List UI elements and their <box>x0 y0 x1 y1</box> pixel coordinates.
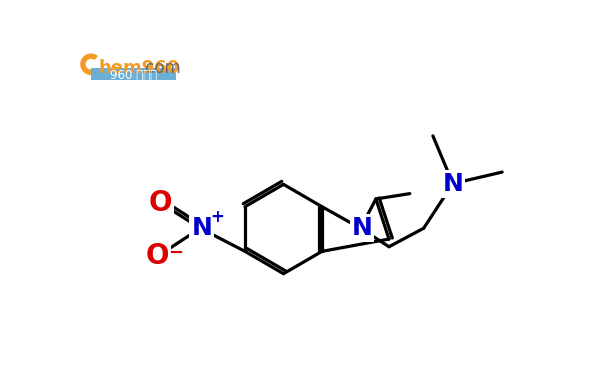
Text: +: + <box>211 208 224 226</box>
Text: .com: .com <box>140 59 181 77</box>
Text: −: − <box>168 243 183 261</box>
FancyBboxPatch shape <box>91 68 175 80</box>
Text: O: O <box>149 189 172 217</box>
Text: O: O <box>145 242 169 270</box>
Wedge shape <box>80 54 98 75</box>
Text: N: N <box>352 216 373 240</box>
Text: hem960: hem960 <box>99 59 180 77</box>
Text: 960 化工网: 960 化工网 <box>110 69 157 82</box>
Text: N: N <box>191 216 212 240</box>
Text: N: N <box>442 172 463 196</box>
